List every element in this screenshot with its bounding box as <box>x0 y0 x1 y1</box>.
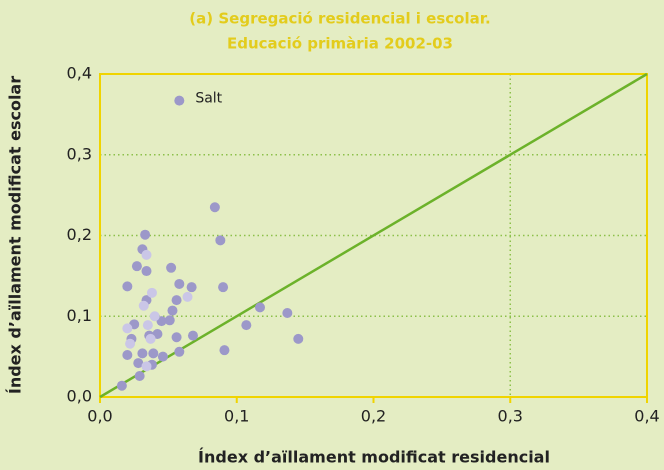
y-axis-label: Índex d’aïllament modificat escolar <box>6 76 25 394</box>
point <box>241 320 252 331</box>
point <box>219 345 230 356</box>
point <box>174 278 185 289</box>
point <box>186 282 197 293</box>
point <box>209 202 220 213</box>
x-tick-label: 0,2 <box>361 407 386 426</box>
plot-frame <box>99 73 648 398</box>
point <box>167 305 178 316</box>
point <box>218 282 229 293</box>
point <box>148 348 159 359</box>
point <box>116 380 127 391</box>
y-tick-label: 0,1 <box>67 306 92 325</box>
y-tick-label: 0,2 <box>67 225 92 244</box>
point <box>133 358 144 369</box>
x-axis-label: Índex d’aïllament modificat residencial <box>198 448 550 467</box>
point <box>141 266 152 277</box>
point <box>293 333 304 344</box>
point <box>122 350 133 361</box>
point <box>254 302 265 313</box>
point <box>122 281 133 292</box>
annotation: Salt <box>195 91 222 107</box>
chart-title: Educació primària 2002-03 <box>227 35 453 53</box>
point <box>171 332 182 343</box>
point <box>164 315 175 326</box>
y-tick-label: 0,0 <box>67 387 92 406</box>
point <box>122 323 133 334</box>
point <box>125 338 136 349</box>
x-tick-label: 0,3 <box>498 407 523 426</box>
point <box>140 229 151 240</box>
chart-title: (a) Segregació residencial i escolar. <box>189 10 490 28</box>
point <box>174 346 185 357</box>
point <box>166 262 177 273</box>
diagonal-line <box>99 72 648 399</box>
point <box>282 308 293 319</box>
point <box>141 361 152 372</box>
point <box>215 235 226 246</box>
point <box>145 333 156 344</box>
x-tick-label: 0,1 <box>224 407 249 426</box>
point <box>187 330 198 341</box>
point <box>182 291 193 302</box>
point <box>137 348 148 359</box>
y-tick-label: 0,3 <box>67 144 92 163</box>
point <box>134 371 145 382</box>
point <box>138 300 149 311</box>
y-tick-label: 0,4 <box>67 64 92 83</box>
point <box>142 320 153 331</box>
point <box>141 249 152 260</box>
point <box>171 295 182 306</box>
point <box>146 287 157 298</box>
x-tick-label: 0,0 <box>87 407 112 426</box>
point <box>149 311 160 322</box>
point <box>157 351 168 362</box>
point <box>131 261 142 272</box>
point <box>174 95 185 106</box>
x-tick-label: 0,4 <box>634 407 659 426</box>
